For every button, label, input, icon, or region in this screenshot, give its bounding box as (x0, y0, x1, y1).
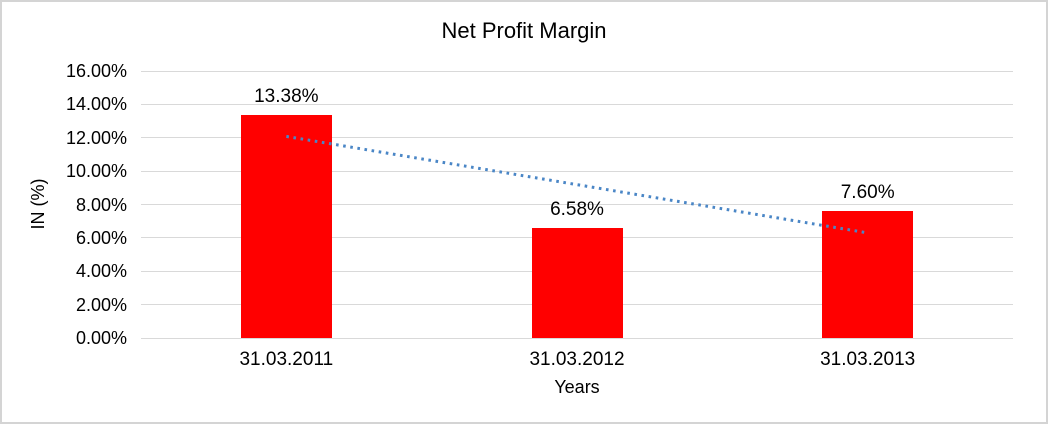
y-axis-tick-label: 6.00% (75, 227, 127, 248)
x-axis-title: Years (554, 377, 600, 397)
y-axis-tick-label: 4.00% (75, 261, 127, 282)
gridline (141, 204, 1013, 205)
chart-title: Net Profit Margin (441, 18, 607, 43)
plot-area: Years 0.00% 2.00% 4.00% 6.00% 8.00% 10.00% 12.… (66, 62, 1013, 397)
data-label: 6.58% (550, 199, 604, 221)
gridline (141, 70, 1013, 72)
trendline (286, 134, 868, 235)
bar-31.03.2013 (822, 211, 914, 338)
x-axis-tick-label: 31.03.2011 (239, 349, 334, 370)
y-axis-tick-label: 2.00% (75, 294, 127, 315)
x-axis-tick-label: 31.03.2012 (529, 349, 625, 370)
gridline (141, 337, 1013, 339)
gridline (141, 103, 1013, 105)
y-axis-tick-label: 8.00% (75, 194, 127, 215)
bar-31.03.2011 (240, 114, 332, 338)
gridline (141, 137, 1013, 139)
y-axis-tick-label: 10.00% (65, 161, 127, 182)
data-label: 7.60% (840, 182, 895, 204)
data-label: 13.38% (254, 85, 319, 107)
y-axis-tick-label: 12.00% (65, 127, 127, 148)
y-axis-tick-label: 0.00% (75, 328, 127, 348)
y-axis-tick-label: 14.00% (65, 94, 127, 115)
y-axis-tick-label: 16.00% (65, 61, 127, 81)
bar-31.03.2012 (531, 228, 623, 338)
gridline (141, 170, 1013, 172)
x-axis-tick-label: 31.03.2013 (820, 349, 916, 370)
